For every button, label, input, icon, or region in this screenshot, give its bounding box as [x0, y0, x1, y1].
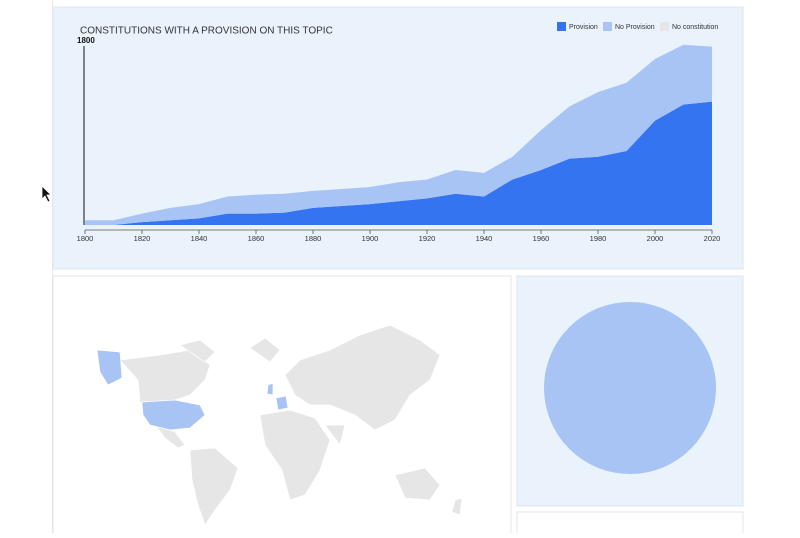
x-tick-label: 1800: [77, 234, 94, 243]
eurasia: [284, 324, 441, 431]
pie-slice: [544, 302, 716, 474]
x-tick-label: 1860: [248, 234, 265, 243]
mouse-cursor: [41, 185, 52, 203]
x-tick-label: 1880: [305, 234, 322, 243]
year-label: 1800: [77, 36, 95, 45]
area: [85, 44, 712, 225]
legend-swatch: [660, 22, 669, 31]
central-america: [154, 424, 186, 449]
australia: [394, 467, 441, 501]
map-highlight: [96, 349, 289, 431]
new-zealand: [451, 497, 463, 516]
x-tick-label: 1820: [134, 234, 151, 243]
x-tick-label: 1840: [191, 234, 208, 243]
alaska: [96, 349, 123, 386]
legend-swatch: [557, 22, 566, 31]
africa: [259, 409, 331, 501]
canada: [119, 349, 211, 411]
x-tick-label: 2000: [647, 234, 664, 243]
legend-label: Provision: [569, 24, 598, 31]
chart-title: CONSTITUTIONS WITH A PROVISION ON THIS T…: [80, 26, 333, 37]
usa: [141, 399, 206, 431]
arabia: [324, 424, 346, 446]
x-tick-label: 1940: [476, 234, 493, 243]
legend-label: No constitution: [672, 24, 718, 31]
x-tick-label: 1980: [590, 234, 607, 243]
greenland: [249, 337, 281, 363]
legend-label: No Provision: [615, 24, 655, 31]
area: [85, 101, 712, 225]
lower-panel: [516, 511, 744, 538]
x-tick-label: 2020: [704, 234, 721, 243]
arctic-islands: [179, 339, 216, 363]
x-tick-label: 1960: [533, 234, 550, 243]
x-tick-label: 1920: [419, 234, 436, 243]
france: [275, 395, 289, 411]
world-map: [119, 324, 463, 526]
south-america: [189, 447, 239, 526]
x-tick-label: 1900: [362, 234, 379, 243]
britain: [266, 382, 274, 396]
legend-swatch: [603, 22, 612, 31]
